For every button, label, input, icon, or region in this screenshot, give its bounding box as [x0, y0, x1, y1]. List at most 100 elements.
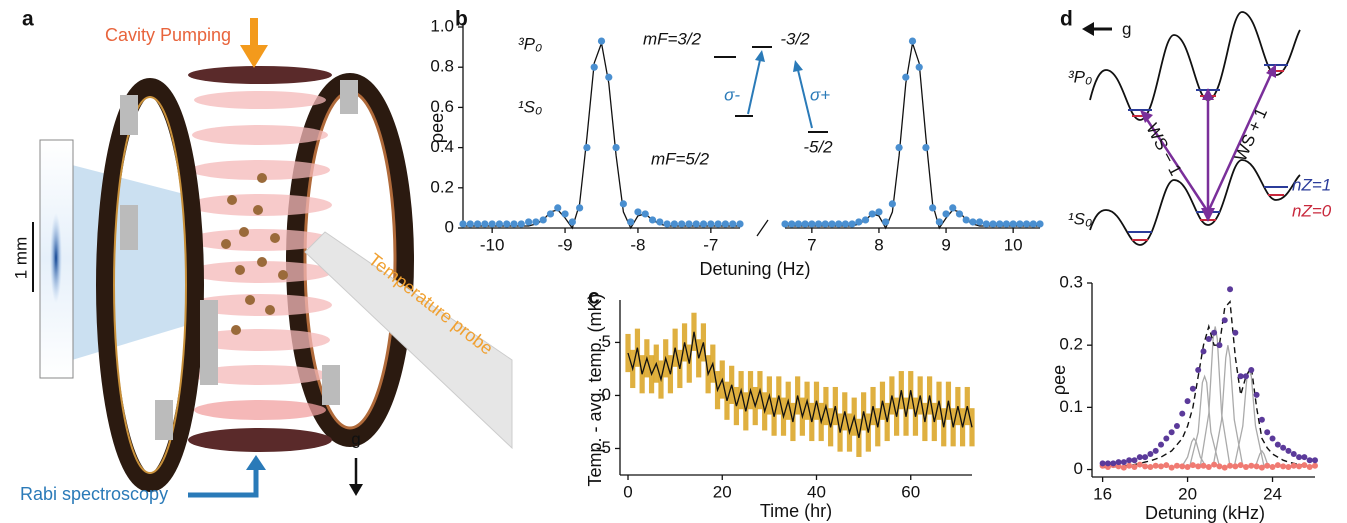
data-point [1115, 459, 1122, 466]
data-point [583, 144, 591, 152]
y-tick-label: 0 [602, 385, 611, 404]
x-axis-label: Detuning (kHz) [1145, 503, 1265, 523]
gravity-label: g [1122, 19, 1131, 38]
data-point [1163, 462, 1170, 469]
data-point [1211, 329, 1218, 336]
data-point [875, 208, 883, 216]
data-point [1306, 457, 1313, 464]
data-point [1158, 463, 1165, 470]
data-point [1099, 460, 1106, 467]
data-point [841, 220, 849, 228]
data-point [1280, 444, 1287, 451]
data-point [1269, 464, 1276, 471]
x-tick-label: -10 [480, 235, 505, 254]
annotation: ³P₀ [518, 34, 542, 53]
data-point [1216, 463, 1223, 470]
data-point [835, 220, 843, 228]
data-point [861, 216, 870, 224]
y-tick-label: -5 [596, 438, 611, 457]
data-point [895, 144, 903, 152]
x-tick-label: 7 [807, 235, 816, 254]
data-point [1253, 391, 1260, 398]
data-point [1312, 457, 1318, 464]
data-point [1237, 462, 1244, 469]
data-point [1152, 462, 1159, 469]
y-tick-label: 0.3 [1059, 272, 1083, 291]
data-point [1264, 429, 1271, 436]
data-point [736, 220, 744, 228]
data-point [1264, 462, 1271, 469]
data-point [1258, 464, 1265, 471]
data-point [576, 204, 584, 212]
x-tick-label: 20 [713, 482, 732, 501]
data-point [1168, 429, 1175, 436]
data-point [1147, 464, 1154, 471]
annotation: mF=3/2 [643, 29, 702, 48]
data-point [1036, 220, 1044, 228]
data-line [1212, 345, 1244, 467]
panel-label: a [22, 8, 34, 31]
data-point [902, 73, 910, 81]
data-point [1189, 385, 1196, 392]
lattice-diagram [1082, 11, 1301, 246]
gravity-label: g [351, 429, 360, 448]
data-point [1184, 398, 1191, 405]
data-point [1227, 286, 1234, 293]
data-point [495, 220, 504, 228]
y-tick-label: 0.2 [1059, 335, 1083, 354]
data-point [605, 73, 613, 81]
data-line [627, 331, 973, 439]
data-point [1312, 462, 1318, 469]
data-point [1179, 410, 1186, 417]
data-point [729, 220, 737, 228]
data-point [996, 220, 1004, 228]
data-point [1200, 348, 1207, 355]
data-line [785, 42, 1040, 230]
annotation: σ+ [810, 85, 830, 104]
data-point [1104, 460, 1111, 467]
axis-break [756, 219, 769, 237]
data-point [942, 210, 950, 218]
data-point [1205, 335, 1212, 342]
transition-label: WS − 1 [1142, 120, 1185, 179]
data-point [1147, 450, 1154, 457]
data-point [962, 216, 970, 224]
data-point [1258, 416, 1265, 423]
data-point [1274, 462, 1281, 469]
data-point [1195, 463, 1202, 470]
data-point [1274, 441, 1281, 448]
data-point [1179, 463, 1186, 470]
annotation: σ- [724, 85, 740, 104]
y-tick-label: 0 [1074, 459, 1083, 478]
data-point [597, 37, 606, 45]
data-point [561, 210, 569, 218]
data-point [699, 220, 708, 228]
y-tick-label: 0.8 [430, 57, 454, 76]
data-point [503, 220, 511, 228]
spectroscopy-label: Rabi spectroscopy [20, 484, 168, 504]
y-tick-label: 0.2 [430, 177, 454, 196]
data-line [1102, 299, 1316, 469]
data-line [1189, 374, 1221, 467]
data-point [1248, 462, 1255, 469]
data-point [619, 200, 627, 208]
data-point [692, 220, 700, 228]
data-point [828, 220, 836, 228]
data-point [1296, 454, 1303, 461]
x-tick-label: 8 [874, 235, 883, 254]
data-point [656, 218, 664, 226]
data-point [1029, 220, 1037, 228]
data-point [915, 63, 923, 71]
data-point [989, 220, 997, 228]
data-point [473, 220, 482, 228]
data-point [1227, 462, 1234, 469]
data-point [721, 220, 730, 228]
x-tick-label: 20 [1178, 484, 1197, 503]
x-tick-label: 10 [1004, 235, 1023, 254]
x-tick-label: -7 [703, 235, 718, 254]
data-point [1280, 463, 1287, 470]
x-tick-label: 16 [1093, 484, 1112, 503]
x-tick-label: -9 [557, 235, 572, 254]
state-label: ¹S₀ [1068, 209, 1092, 228]
